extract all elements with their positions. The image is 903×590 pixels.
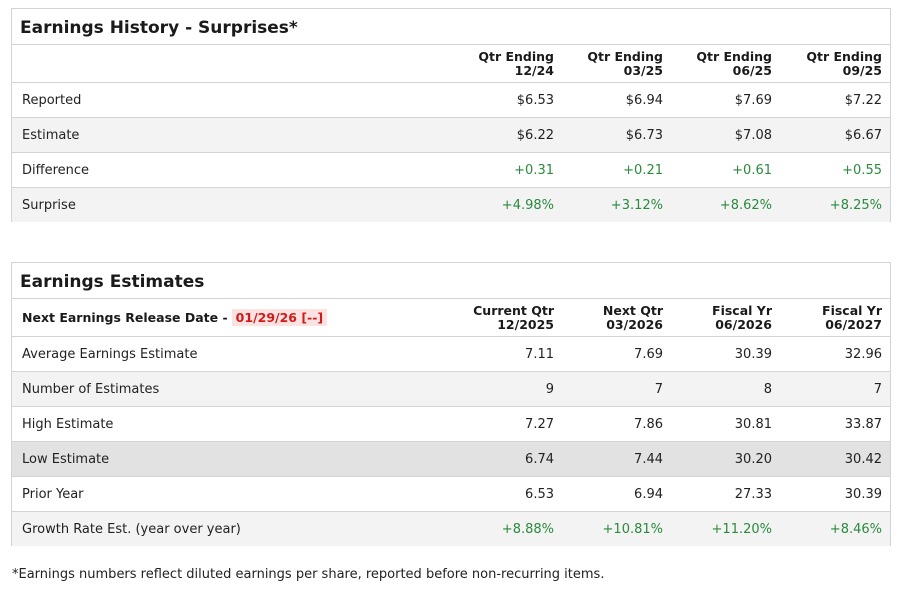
row-label: Difference (22, 162, 90, 178)
table-cell: 30.39 (844, 486, 882, 502)
table-row-reported: Reported $6.53 $6.94 $7.69 $7.22 (12, 83, 890, 118)
release-date-label: Next Earnings Release Date - (22, 310, 228, 325)
earnings-estimates-title: Earnings Estimates (12, 263, 890, 299)
table-cell: 30.81 (734, 416, 772, 432)
column-header: Fiscal Yr 06/2027 (822, 302, 882, 332)
column-header: Qtr Ending 12/24 (478, 48, 554, 78)
next-release-label: Next Earnings Release Date -01/29/26 [--… (12, 309, 454, 326)
table-cell: $7.22 (844, 92, 882, 108)
column-header: Next Qtr 03/2026 (602, 302, 663, 332)
row-label: Number of Estimates (22, 381, 160, 397)
row-label: High Estimate (22, 416, 114, 432)
table-cell: 8 (763, 381, 772, 397)
table-cell: +3.12% (610, 197, 663, 213)
table-row-low-estimate[interactable]: Low Estimate 6.74 7.44 30.20 30.42 (12, 442, 890, 477)
table-cell: 32.96 (844, 346, 882, 362)
table-cell: 6.74 (525, 451, 554, 467)
table-cell: $6.22 (516, 127, 554, 143)
table-cell: $7.69 (734, 92, 772, 108)
table-cell: +8.88% (501, 521, 554, 537)
earnings-estimates-header-row: Next Earnings Release Date -01/29/26 [--… (12, 299, 890, 337)
row-label: Estimate (22, 127, 80, 143)
table-row-number-of-estimates: Number of Estimates 9 7 8 7 (12, 372, 890, 407)
table-cell: 27.33 (734, 486, 772, 502)
table-cell: 7 (654, 381, 663, 397)
table-cell: $7.08 (734, 127, 772, 143)
table-cell: +10.81% (602, 521, 663, 537)
table-cell: 7 (873, 381, 882, 397)
row-label: Surprise (22, 197, 76, 213)
column-header: Fiscal Yr 06/2026 (712, 302, 772, 332)
table-cell: +11.20% (711, 521, 772, 537)
row-label: Growth Rate Est. (year over year) (22, 521, 241, 537)
table-row-surprise: Surprise +4.98% +3.12% +8.62% +8.25% (12, 188, 890, 222)
table-row-prior-year: Prior Year 6.53 6.94 27.33 30.39 (12, 477, 890, 512)
release-date-badge: 01/29/26 [--] (231, 309, 328, 326)
table-cell: 33.87 (844, 416, 882, 432)
table-cell: 6.94 (634, 486, 663, 502)
earnings-history-title: Earnings History - Surprises* (12, 9, 890, 45)
table-cell: +0.31 (514, 162, 554, 178)
table-cell: +0.61 (732, 162, 772, 178)
earnings-estimates-panel: Earnings Estimates Next Earnings Release… (11, 262, 891, 546)
table-cell: 7.86 (634, 416, 663, 432)
table-row-difference: Difference +0.31 +0.21 +0.61 +0.55 (12, 153, 890, 188)
table-cell: +0.21 (623, 162, 663, 178)
row-label: Low Estimate (22, 451, 110, 467)
table-cell: $6.53 (516, 92, 554, 108)
table-cell: $6.94 (625, 92, 663, 108)
table-row-high-estimate: High Estimate 7.27 7.86 30.81 33.87 (12, 407, 890, 442)
table-cell: 7.69 (634, 346, 663, 362)
table-row-estimate: Estimate $6.22 $6.73 $7.08 $6.67 (12, 118, 890, 153)
earnings-history-header-row: Qtr Ending 12/24 Qtr Ending 03/25 Qtr Endi… (12, 45, 890, 83)
row-label: Prior Year (22, 486, 84, 502)
table-cell: $6.73 (625, 127, 663, 143)
table-row-average-estimate: Average Earnings Estimate 7.11 7.69 30.3… (12, 337, 890, 372)
column-header: Qtr Ending 03/25 (587, 48, 663, 78)
column-header: Qtr Ending 09/25 (806, 48, 882, 78)
table-cell: 7.11 (525, 346, 554, 362)
table-cell: $6.67 (844, 127, 882, 143)
column-header: Current Qtr 12/2025 (473, 302, 554, 332)
table-cell: 30.42 (844, 451, 882, 467)
table-cell: +8.46% (829, 521, 882, 537)
table-row-growth-rate: Growth Rate Est. (year over year) +8.88%… (12, 512, 890, 546)
column-header: Qtr Ending 06/25 (696, 48, 772, 78)
table-cell: 30.20 (734, 451, 772, 467)
footnote: *Earnings numbers reflect diluted earnin… (12, 567, 605, 582)
earnings-history-panel: Earnings History - Surprises* Qtr Ending… (11, 8, 891, 222)
table-cell: 7.27 (525, 416, 554, 432)
row-label: Reported (22, 92, 82, 108)
table-cell: 7.44 (634, 451, 663, 467)
table-cell: +0.55 (842, 162, 882, 178)
row-label: Average Earnings Estimate (22, 346, 198, 362)
table-cell: 6.53 (525, 486, 554, 502)
table-cell: +8.25% (829, 197, 882, 213)
table-cell: 30.39 (734, 346, 772, 362)
table-cell: +4.98% (501, 197, 554, 213)
table-cell: +8.62% (719, 197, 772, 213)
table-cell: 9 (545, 381, 554, 397)
